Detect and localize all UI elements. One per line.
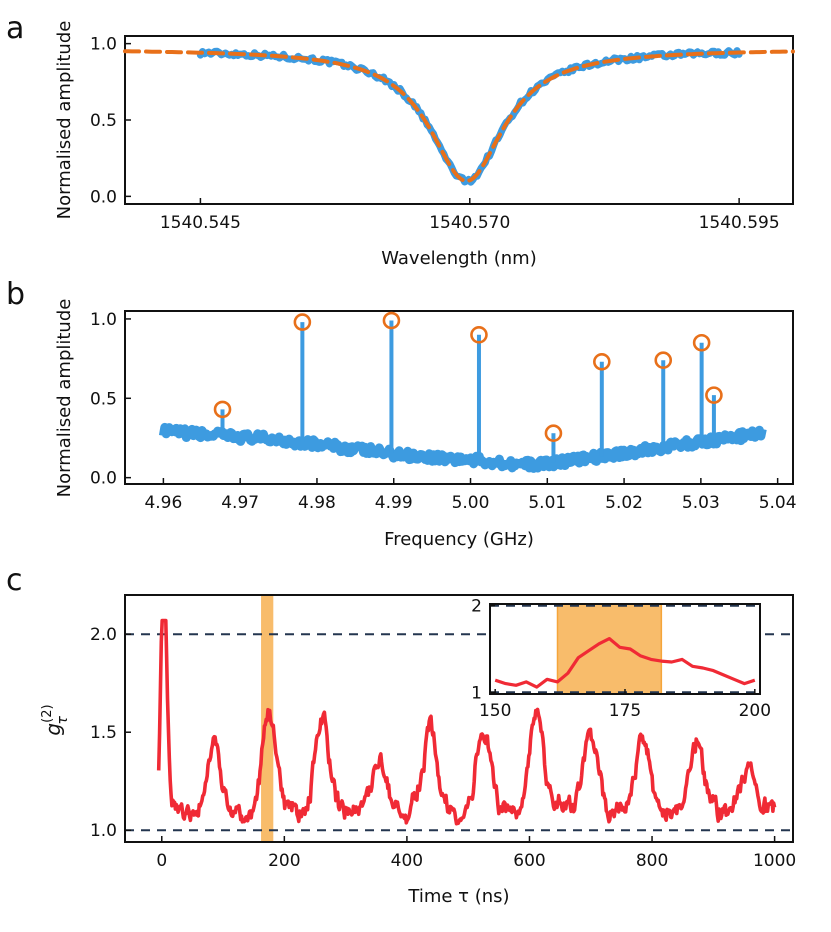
panel-b-peak-marker <box>213 400 232 419</box>
panel-b-xtick-label: 4.96 <box>144 493 182 513</box>
panel-b-peak-marker <box>544 424 563 443</box>
panel-letter-c: c <box>6 563 23 598</box>
panel-c-xtick-label: 600 <box>513 851 545 871</box>
panel-b-xlabel: Frequency (GHz) <box>384 529 534 550</box>
panel-a-ytick-label: 0.0 <box>90 187 117 207</box>
panel-b-frame <box>124 310 794 485</box>
panel-a-xtick-label: 1540.570 <box>429 213 510 233</box>
panel-b-xtick-label: 5.04 <box>759 493 797 513</box>
panel-a-series-data <box>196 47 743 186</box>
panel-b-xtick-label: 5.01 <box>528 493 566 513</box>
panel-a-ytick-label: 1.0 <box>90 35 117 55</box>
panel-a-xtick-label: 1540.545 <box>160 213 241 233</box>
panel-a-plot: 1540.545 1540.570 1540.595 0.0 0.5 1.0 Wavele… <box>54 21 795 269</box>
panel-c-frame <box>124 594 794 843</box>
panel-b-peak-marker <box>692 333 711 352</box>
inset-xtick-label: 175 <box>609 701 641 721</box>
panel-b-peak-marker <box>654 351 673 370</box>
panel-b-peak-marker <box>593 352 611 371</box>
panel-a-xtick-label: 1540.595 <box>699 213 780 233</box>
panel-a-xlabel: Wavelength (nm) <box>381 248 537 269</box>
inset-g2-series <box>494 636 756 689</box>
panel-c-inset: 150 175 200 1 2 <box>471 597 771 721</box>
panel-b-peak-marker <box>382 311 401 330</box>
panel-b-ytick-label: 0.0 <box>90 469 117 489</box>
inset-xtick-label: 200 <box>739 701 771 721</box>
panel-a-ytick-label: 0.5 <box>90 111 117 131</box>
inset-ytick-label: 1 <box>471 683 482 703</box>
panel-b-xtick-label: 5.02 <box>605 493 643 513</box>
inset-ytick-label: 2 <box>471 597 482 617</box>
panel-c-ylabel: g(2)τ <box>40 704 71 735</box>
panel-b-plot: 4.96 4.97 4.98 4.99 5.00 5.01 5.02 5.03 5.04 0.0 0… <box>54 299 797 550</box>
panel-b-xtick-label: 4.97 <box>221 493 259 513</box>
panel-b-ytick-label: 0.5 <box>90 389 117 409</box>
panel-b-xtick-label: 5.00 <box>452 493 490 513</box>
panel-c-xtick-label: 400 <box>391 851 423 871</box>
panel-c-xtick-label: 800 <box>636 851 668 871</box>
panel-letter-b: b <box>6 277 25 312</box>
panel-b-noise-floor <box>158 422 767 473</box>
panel-c-xtick-label: 0 <box>156 851 167 871</box>
panel-c-ytick-label: 1.5 <box>90 723 117 743</box>
panel-b-peak-marker <box>705 386 723 404</box>
panel-c-xtick-label: 1000 <box>753 851 796 871</box>
panel-c-g2-series <box>156 618 777 826</box>
inset-xtick-label: 150 <box>479 701 511 721</box>
panel-c-plot: 0 200 400 600 800 1000 1.0 1.5 2.0 Time τ (ns) g… <box>40 594 796 907</box>
panel-b-peak-marker <box>470 326 488 344</box>
panel-b-xtick-label: 4.98 <box>298 493 336 513</box>
panel-b-xtick-label: 5.03 <box>682 493 720 513</box>
panel-c-xtick-label: 200 <box>268 851 300 871</box>
inset-shaded-region <box>556 603 663 695</box>
panel-a-ylabel: Normalised amplitude <box>54 21 75 220</box>
panel-a-series-fit <box>123 49 795 183</box>
panel-c-ytick-label: 1.0 <box>90 821 117 841</box>
panel-b-peak-marker <box>293 313 312 331</box>
panel-b-xtick-label: 4.99 <box>375 493 413 513</box>
panel-c-xlabel: Time τ (ns) <box>407 886 509 907</box>
panel-c-ytick-label: 2.0 <box>90 625 117 645</box>
panel-letter-a: a <box>6 11 24 46</box>
panel-b-ylabel: Normalised amplitude <box>54 299 75 498</box>
panel-b-ytick-label: 1.0 <box>90 310 117 330</box>
